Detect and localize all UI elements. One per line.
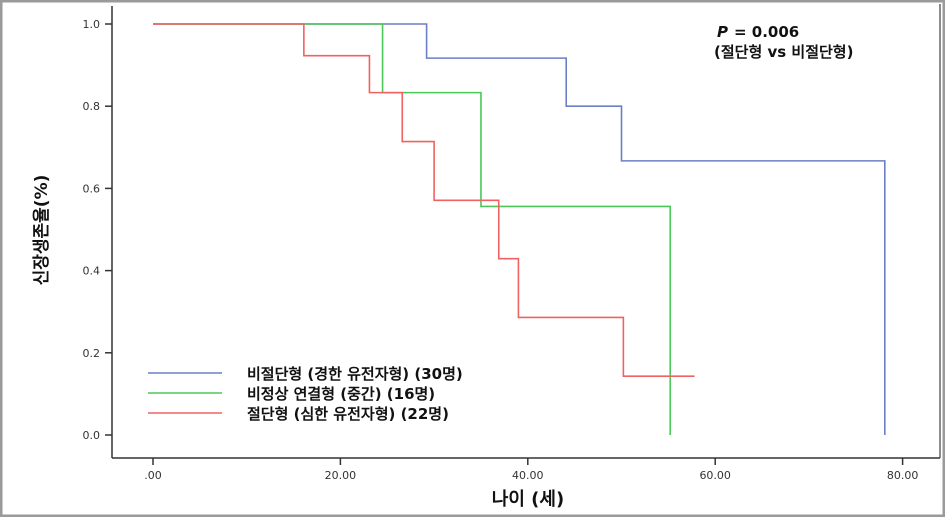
x-tick-label: .00 (144, 469, 162, 482)
y-tick-label: 1.0 (83, 18, 101, 31)
y-tick-label: 0.8 (83, 100, 101, 113)
svg-text:P= 0.006: P = 0.006 (717, 23, 799, 41)
legend-label: 비정상 연결형 (중간) (16명) (247, 385, 435, 403)
survival-curve-1 (153, 23, 886, 435)
p-value-annotation: P = 0.006 (절단형 vs 비절단형) (714, 23, 853, 61)
x-tick-label: 20.00 (325, 469, 357, 482)
y-tick-label: 0.0 (83, 429, 101, 442)
legend-label: 절단형 (심한 유전자형) (22명) (247, 405, 449, 423)
x-tick-label: 40.00 (512, 469, 544, 482)
legend-label: 비절단형 (경한 유전자형) (30명) (247, 365, 463, 383)
survival-curve-2 (153, 23, 672, 435)
p-value: = 0.006 (734, 23, 799, 41)
y-axis-label: 신장생존율(%) (32, 175, 52, 286)
y-tick-label: 0.6 (83, 182, 101, 195)
survival-curve-3 (153, 23, 695, 378)
x-tick-label: 80.00 (887, 469, 919, 482)
p-label: P (717, 23, 728, 41)
x-tick-label: 60.00 (699, 469, 731, 482)
comparison-label: (절단형 vs 비절단형) (714, 43, 853, 61)
y-tick-label: 0.4 (83, 265, 101, 278)
x-axis-label: 나이 (세) (492, 489, 564, 510)
y-tick-label: 0.2 (83, 347, 101, 360)
legend: 비절단형 (경한 유전자형) (30명) 비정상 연결형 (중간) (16명) 절단… (148, 365, 463, 423)
